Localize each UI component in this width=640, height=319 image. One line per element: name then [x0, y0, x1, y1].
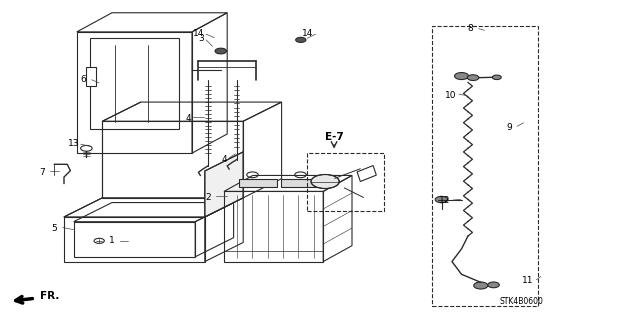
Text: 9: 9: [506, 123, 511, 132]
Circle shape: [488, 282, 499, 288]
Polygon shape: [86, 67, 96, 86]
Text: 4: 4: [221, 155, 227, 164]
Circle shape: [474, 282, 488, 289]
Bar: [307, 153, 384, 211]
Text: 10: 10: [445, 91, 457, 100]
Text: 4: 4: [186, 114, 191, 122]
Text: E-7: E-7: [324, 132, 344, 142]
Text: 7: 7: [39, 168, 44, 177]
Polygon shape: [280, 179, 319, 187]
Circle shape: [311, 174, 339, 189]
Circle shape: [296, 37, 306, 42]
Text: 11: 11: [522, 276, 534, 285]
Polygon shape: [239, 179, 278, 187]
Text: 6: 6: [81, 75, 86, 84]
Circle shape: [454, 72, 468, 79]
Text: 3: 3: [199, 34, 204, 43]
Circle shape: [467, 75, 479, 80]
Circle shape: [435, 197, 448, 203]
Text: 8: 8: [468, 24, 473, 33]
Text: 2: 2: [205, 193, 211, 202]
Circle shape: [492, 75, 501, 79]
Text: STK4B0600: STK4B0600: [500, 297, 544, 306]
Text: 14: 14: [301, 29, 313, 38]
Text: 5: 5: [52, 224, 57, 233]
Text: 14: 14: [193, 29, 204, 38]
Polygon shape: [205, 152, 243, 217]
Circle shape: [215, 48, 227, 54]
Text: 13: 13: [68, 139, 79, 148]
Bar: [432, 26, 538, 306]
Text: 12: 12: [439, 197, 451, 205]
Text: FR.: FR.: [40, 291, 59, 301]
Text: 1: 1: [109, 236, 115, 245]
